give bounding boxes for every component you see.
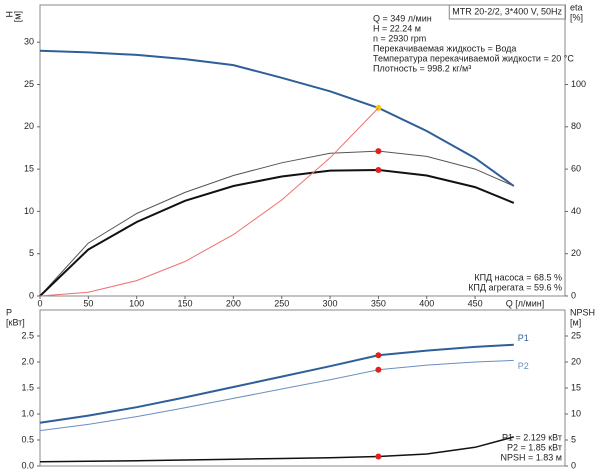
duty-point (375, 148, 382, 155)
result-line: КПД насоса = 68.5 % (474, 272, 562, 282)
x-tick-label: 200 (226, 298, 241, 308)
result-line: КПД агрегата = 59.6 % (468, 282, 562, 292)
curve (39, 49, 515, 187)
y-tick-label: 2.0 (21, 356, 34, 366)
y-tick-label: 5 (29, 248, 34, 258)
info-line: n = 2930 rpm (373, 33, 426, 43)
curve (39, 343, 514, 424)
y-tick-label: 30 (24, 37, 34, 47)
duty-point (375, 166, 382, 173)
y-axis-label: P (6, 307, 12, 317)
y-tick-label: 1.5 (21, 382, 34, 392)
duty-point (375, 352, 382, 359)
series-label: P1 (518, 333, 529, 343)
info-line: Перекачиваемая жидкость = Вода (373, 43, 516, 53)
plot-frame (39, 309, 566, 467)
y2-tick-label: 40 (571, 206, 581, 216)
y-axis-unit: [м] (12, 11, 22, 22)
x-tick-label: 350 (371, 298, 386, 308)
x-tick-label: 300 (323, 298, 338, 308)
y2-tick-label: 20 (571, 356, 581, 366)
y-axis-unit: [кВт] (6, 317, 25, 327)
y2-axis-unit: [%] (570, 12, 583, 22)
y2-tick-label: 0 (571, 460, 576, 470)
info-line: Плотность = 998.2 кг/м³ (373, 63, 471, 73)
y2-tick-label: 15 (571, 382, 581, 392)
y2-tick-label: 5 (571, 434, 576, 444)
x-tick-label: 250 (274, 298, 289, 308)
result-line: P2 = 1.85 кВт (507, 442, 562, 452)
y-tick-label: 20 (24, 121, 34, 131)
result-line: P1 = 2.129 кВт (502, 432, 562, 442)
x-axis-label: Q [л/мин] (506, 298, 544, 308)
result-line: NPSH = 1.83 м (501, 452, 562, 462)
curve (39, 107, 379, 297)
x-tick-label: 50 (83, 298, 93, 308)
y-tick-label: 1.0 (21, 408, 34, 418)
y2-axis-label: eta (570, 2, 583, 12)
y2-tick-label: 80 (571, 121, 581, 131)
info-line: H = 22.24 м (373, 23, 421, 33)
y2-tick-label: 25 (571, 330, 581, 340)
plot-frame (39, 4, 566, 297)
y2-tick-label: 0 (571, 290, 576, 300)
y-tick-label: 0 (29, 290, 34, 300)
x-tick-label: 450 (468, 298, 483, 308)
y-tick-label: 0.0 (21, 460, 34, 470)
x-tick-label: 100 (129, 298, 144, 308)
info-line: Температура перекачиваемой жидкости = 20… (373, 53, 574, 63)
y-axis-label: H (4, 11, 14, 18)
y2-tick-label: 10 (571, 408, 581, 418)
curve (39, 150, 515, 297)
y2-axis-label: NPSH (570, 307, 595, 317)
title-box (448, 4, 566, 20)
y2-tick-label: 100 (571, 79, 586, 89)
curve (39, 359, 514, 432)
chart-title: MTR 20-2/2, 3*400 V, 50Hz (452, 6, 562, 16)
y2-tick-label: 60 (571, 163, 581, 173)
y2-tick-label: 20 (571, 248, 581, 258)
duty-point (375, 366, 382, 373)
duty-point (375, 453, 382, 460)
y-tick-label: 15 (24, 163, 34, 173)
y2-axis-unit: [м] (570, 317, 581, 327)
x-tick-label: 0 (37, 298, 42, 308)
y-tick-label: 0.5 (21, 434, 34, 444)
y-tick-label: 25 (24, 79, 34, 89)
series-label: P2 (518, 361, 529, 371)
x-tick-label: 400 (419, 298, 434, 308)
curve (39, 436, 514, 463)
y-tick-label: 2.5 (21, 330, 34, 340)
x-tick-label: 150 (178, 298, 193, 308)
curve (39, 168, 515, 297)
info-line: Q = 349 л/мин (373, 13, 432, 23)
y-tick-label: 10 (24, 206, 34, 216)
